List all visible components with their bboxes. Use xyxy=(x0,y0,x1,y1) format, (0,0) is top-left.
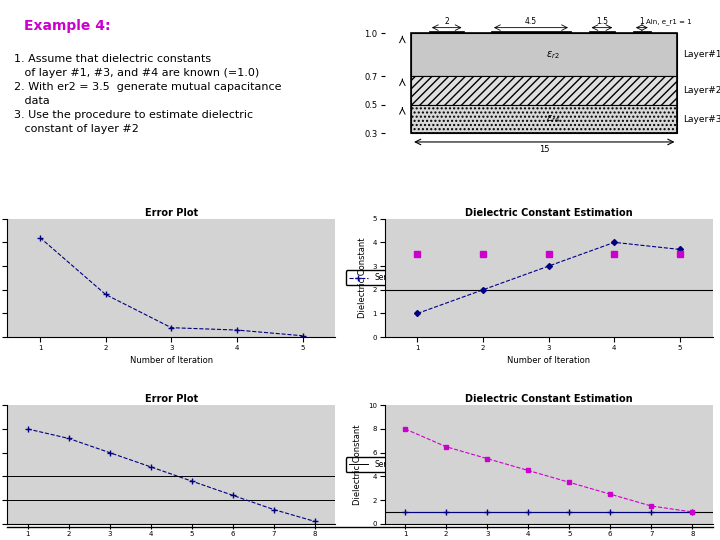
Bar xyxy=(589,31,615,33)
Legend: Series1: Series1 xyxy=(346,457,405,472)
Bar xyxy=(411,33,678,76)
Y-axis label: Dielectric Constant: Dielectric Constant xyxy=(354,424,362,505)
Text: Aln, e_r1 = 1: Aln, e_r1 = 1 xyxy=(646,18,691,25)
Title: Dielectric Constant Estimation: Dielectric Constant Estimation xyxy=(465,395,632,404)
X-axis label: Number of Iteration: Number of Iteration xyxy=(130,356,213,366)
Text: 1: 1 xyxy=(639,17,644,26)
Y-axis label: Dielectric Constant: Dielectric Constant xyxy=(358,238,367,318)
X-axis label: Number of Iteration: Number of Iteration xyxy=(507,356,590,366)
Bar xyxy=(491,31,571,33)
Title: Dielectric Constant Estimation: Dielectric Constant Estimation xyxy=(465,208,632,218)
Text: 15: 15 xyxy=(539,145,549,154)
Text: Example 4:: Example 4: xyxy=(24,19,110,33)
Bar xyxy=(633,31,651,33)
Text: $\varepsilon_{r4}$: $\varepsilon_{r4}$ xyxy=(546,113,560,125)
Text: 1. Assume that dielectric constants
   of layer #1, #3, and #4 are known (=1.0)
: 1. Assume that dielectric constants of l… xyxy=(14,40,282,134)
Text: 4.5: 4.5 xyxy=(525,17,537,26)
Text: $\varepsilon_{r2}$: $\varepsilon_{r2}$ xyxy=(546,49,560,60)
Title: Error Plot: Error Plot xyxy=(145,395,198,404)
Text: Layer#1: Layer#1 xyxy=(683,50,720,59)
Bar xyxy=(411,105,678,133)
Text: 1.5: 1.5 xyxy=(596,17,608,26)
Legend: Series1: Series1 xyxy=(346,271,405,286)
Text: 2: 2 xyxy=(444,17,449,26)
Title: Error Plot: Error Plot xyxy=(145,208,198,218)
Text: Layer#3: Layer#3 xyxy=(683,114,720,124)
Bar xyxy=(411,33,678,133)
Bar xyxy=(411,76,678,105)
Text: Layer#2: Layer#2 xyxy=(683,86,720,95)
Bar xyxy=(429,31,464,33)
